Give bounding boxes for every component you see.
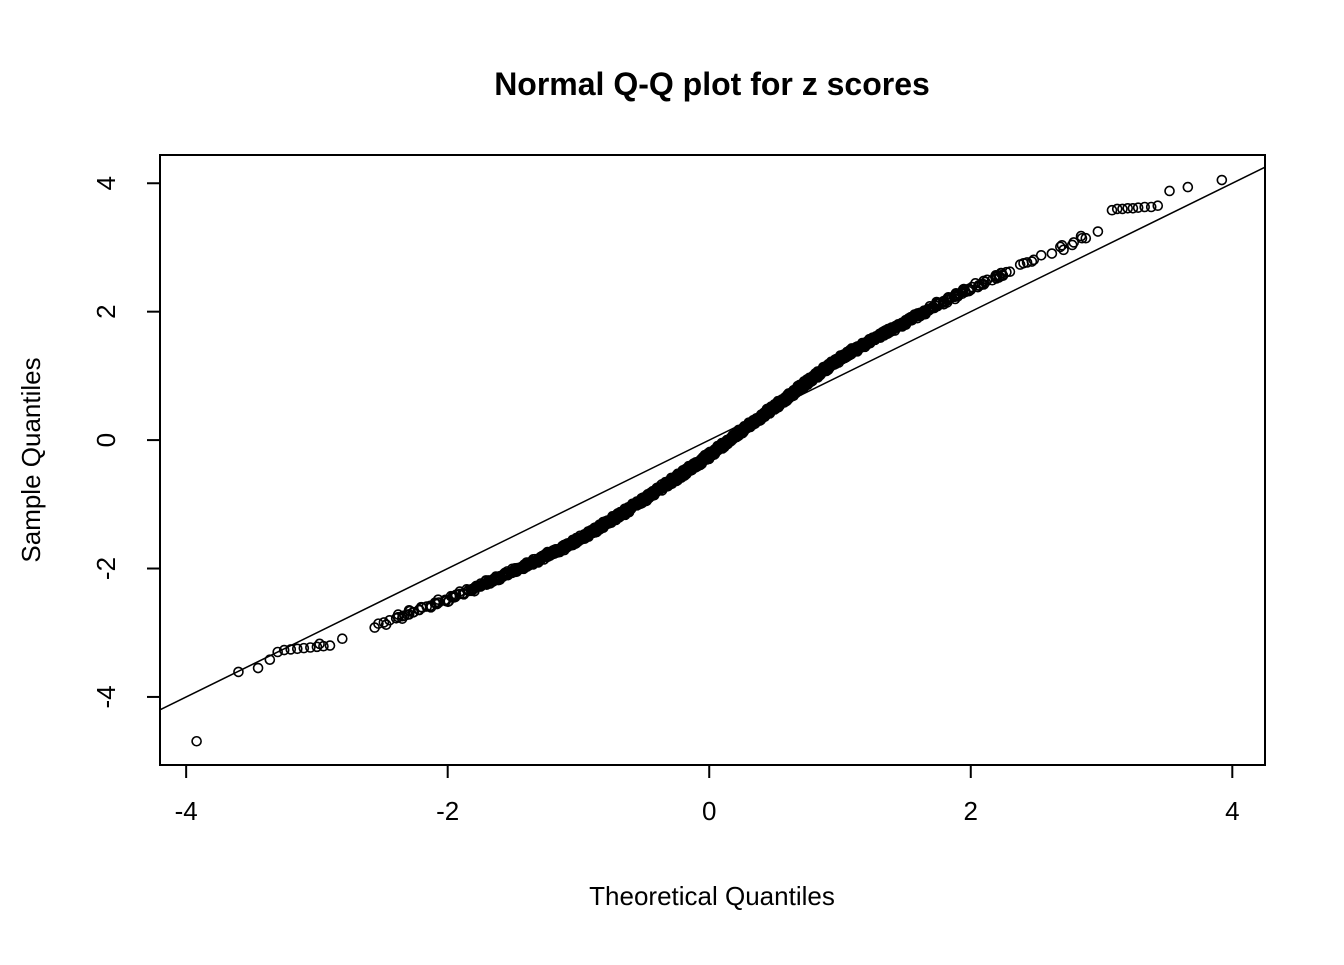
axis-ticks (147, 182, 1234, 778)
y-tick-label: 4 (91, 176, 121, 190)
axis-tick-labels: -4 -2 0 2 4 -4 -2 0 2 4 (91, 176, 1240, 826)
y-tick-label: 2 (91, 304, 121, 318)
x-tick-label: 2 (964, 796, 978, 826)
plot-box (159, 154, 1266, 766)
data-points (191, 174, 1228, 747)
x-tick-label: -2 (436, 796, 459, 826)
y-tick-label: -4 (91, 685, 121, 708)
y-axis-label: Sample Quantiles (16, 357, 46, 562)
y-tick-label: -2 (91, 557, 121, 580)
x-tick-label: 0 (702, 796, 716, 826)
x-axis-label: Theoretical Quantiles (589, 881, 835, 911)
x-tick-label: 4 (1225, 796, 1239, 826)
y-tick-label: 0 (91, 433, 121, 447)
chart-title: Normal Q-Q plot for z scores (494, 66, 930, 102)
x-tick-label: -4 (175, 796, 198, 826)
reference-line (159, 166, 1266, 711)
